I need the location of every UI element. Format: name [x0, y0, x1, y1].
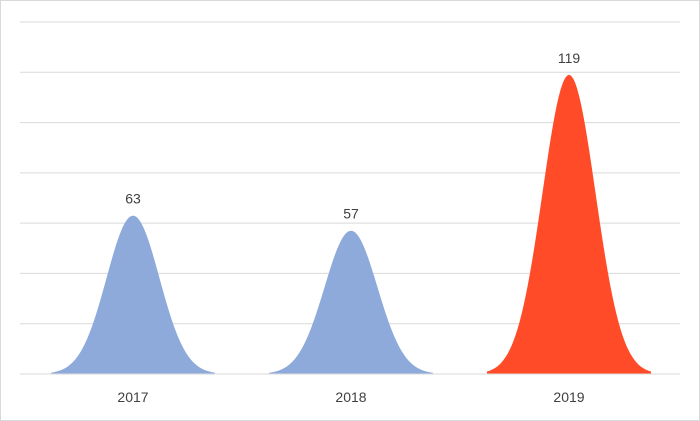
x-tick-label-2017: 2017 [117, 389, 148, 405]
peaks [51, 74, 651, 375]
data-label-2018: 57 [343, 206, 359, 222]
peak-2017 [51, 215, 215, 374]
x-tick-label-2018: 2018 [335, 389, 366, 405]
x-tick-labels: 2017 2018 2019 [117, 389, 584, 405]
peak-2018 [269, 230, 433, 374]
x-tick-label-2019: 2019 [553, 389, 584, 405]
peak-2019 [487, 74, 651, 375]
data-label-2019: 119 [558, 50, 581, 66]
data-labels: 63 57 119 [125, 50, 580, 222]
data-label-2017: 63 [125, 191, 141, 207]
